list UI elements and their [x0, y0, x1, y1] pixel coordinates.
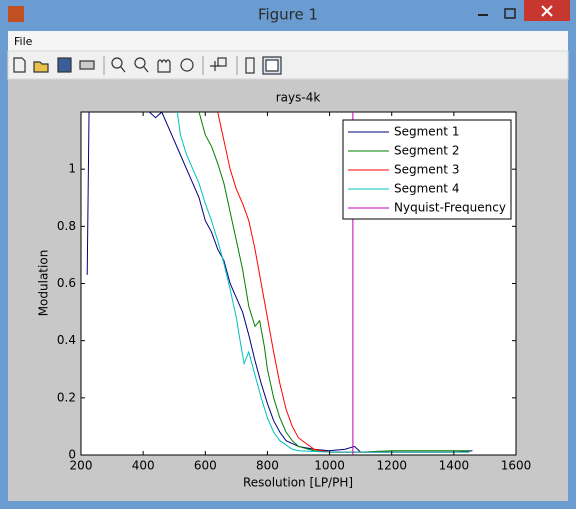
- legend-label: Segment 3: [394, 163, 459, 177]
- menu-bar: [8, 31, 568, 51]
- legend-label: Segment 4: [394, 182, 459, 196]
- y-tick-label: 1: [68, 162, 76, 176]
- toolbar: [7, 50, 569, 80]
- toolbar-icons[interactable]: [13, 56, 282, 75]
- x-tick-label: 1600: [501, 459, 532, 473]
- series-line: [176, 112, 470, 453]
- y-tick-label: 0.8: [57, 219, 76, 233]
- y-tick-label: 0: [68, 448, 76, 462]
- x-tick-label: 1200: [376, 459, 407, 473]
- x-tick-label: 1400: [439, 459, 470, 473]
- plot-area: [86, 112, 473, 455]
- close-button[interactable]: [524, 0, 570, 21]
- series-line: [86, 112, 473, 453]
- x-axis-label: Resolution [LP/PH]: [243, 476, 353, 490]
- x-tick-label: 800: [256, 459, 279, 473]
- app-icon: [8, 6, 24, 22]
- legend-label: Segment 1: [394, 125, 459, 139]
- x-tick-label: 200: [70, 459, 93, 473]
- x-tick-label: 1000: [314, 459, 345, 473]
- x-tick-label: 400: [132, 459, 155, 473]
- x-tick-label: 600: [194, 459, 217, 473]
- y-tick-label: 0.4: [57, 333, 76, 347]
- chart-title: rays-4k: [276, 91, 321, 105]
- y-tick-label: 0.6: [57, 276, 76, 290]
- maximize-button[interactable]: [504, 8, 516, 19]
- legend-label: Segment 2: [394, 144, 459, 158]
- legend-label: Nyquist-Frequency: [394, 201, 506, 215]
- menu-file[interactable]: File: [14, 35, 33, 48]
- window-title: Figure 1: [258, 6, 318, 24]
- y-axis-label: Modulation: [37, 250, 51, 317]
- y-tick-label: 0.2: [57, 390, 76, 404]
